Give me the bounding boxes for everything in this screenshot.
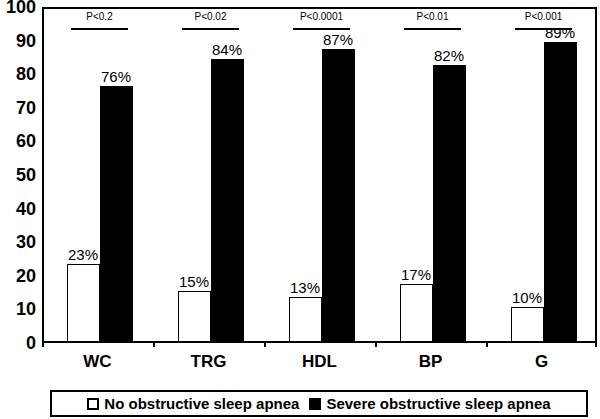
bar-severe-osa xyxy=(544,42,577,341)
y-axis-tick-label: 70 xyxy=(0,99,36,117)
pvalue-line xyxy=(293,28,350,30)
pvalue-label: P<0.02 xyxy=(166,11,256,23)
plot-area: 23%76%P<0.215%84%P<0.0213%87%P<0.000117%… xyxy=(42,7,597,343)
pvalue-label: P<0.0001 xyxy=(277,11,367,23)
value-label: 82% xyxy=(421,47,478,64)
x-axis-category-label: HDL xyxy=(264,352,375,372)
x-axis-category-label: TRG xyxy=(153,352,264,372)
y-axis-tick-label: 10 xyxy=(0,300,36,318)
bar-no-osa xyxy=(400,284,433,341)
y-axis-tick-label: 80 xyxy=(0,65,36,83)
x-axis-tick xyxy=(153,341,155,347)
legend-swatch-no-osa xyxy=(87,398,99,410)
value-label: 84% xyxy=(199,41,256,58)
bar-severe-osa xyxy=(322,49,355,341)
x-axis-category-label: WC xyxy=(42,352,153,372)
x-axis-tick xyxy=(375,341,377,347)
y-axis-tick-label: 60 xyxy=(0,132,36,150)
value-label: 87% xyxy=(310,31,367,48)
x-axis-tick xyxy=(595,341,597,347)
bar-no-osa xyxy=(67,264,100,341)
y-axis-tick-label: 40 xyxy=(0,200,36,218)
bar-severe-osa xyxy=(433,65,466,341)
y-axis-tick-label: 20 xyxy=(0,267,36,285)
x-axis-tick xyxy=(42,341,44,347)
pvalue-line xyxy=(404,28,461,30)
bar-no-osa xyxy=(178,291,211,341)
bar-no-osa xyxy=(289,297,322,341)
bar-no-osa xyxy=(511,307,544,341)
bar-severe-osa xyxy=(100,86,133,341)
y-axis-tick-label: 100 xyxy=(0,0,36,16)
value-label: 89% xyxy=(532,24,589,41)
pvalue-line xyxy=(182,28,239,30)
y-axis-tick-label: 0 xyxy=(0,334,36,352)
legend-swatch-severe-osa xyxy=(309,398,321,410)
pvalue-label: P<0.01 xyxy=(388,11,478,23)
bar-severe-osa xyxy=(211,59,244,341)
x-axis-category-label: G xyxy=(486,352,597,372)
y-axis-tick-label: 50 xyxy=(0,166,36,184)
x-axis-category-label: BP xyxy=(375,352,486,372)
legend-label-severe-osa: Severe obstructive sleep apnea xyxy=(326,395,550,412)
pvalue-label: P<0.001 xyxy=(499,11,589,23)
bar-chart-figure: 0102030405060708090100 23%76%P<0.215%84%… xyxy=(0,0,600,419)
y-axis-tick-label: 90 xyxy=(0,32,36,50)
pvalue-line xyxy=(515,28,572,30)
pvalue-line xyxy=(71,28,128,30)
x-axis-tick xyxy=(486,341,488,347)
pvalue-label: P<0.2 xyxy=(55,11,145,23)
legend: No obstructive sleep apnea Severe obstru… xyxy=(50,390,588,417)
x-axis-tick xyxy=(264,341,266,347)
y-axis-tick-label: 30 xyxy=(0,233,36,251)
value-label: 76% xyxy=(88,68,145,85)
legend-label-no-osa: No obstructive sleep apnea xyxy=(104,395,299,412)
